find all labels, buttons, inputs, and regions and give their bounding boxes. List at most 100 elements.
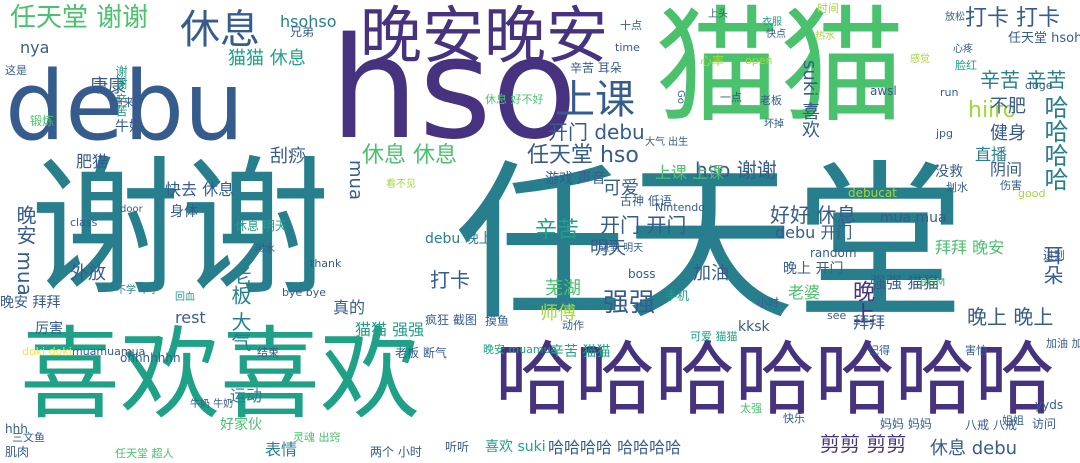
cloud-word: Go <box>675 90 686 104</box>
cloud-word: 身体 <box>170 204 198 220</box>
cloud-word: 强强 <box>603 288 656 318</box>
cloud-word: 八戒 八戒 <box>965 418 1017 432</box>
cloud-word: 加油 <box>693 263 729 284</box>
cloud-word: 两个 小时 <box>370 445 422 459</box>
cloud-word: jpg <box>936 127 954 140</box>
cloud-word: BGM <box>920 276 946 289</box>
cloud-word: debu 开门 <box>775 223 853 242</box>
cloud-word: doki doki <box>22 345 72 358</box>
cloud-word: 厉害 <box>35 321 63 337</box>
cloud-word: hso 谢谢 <box>695 158 777 182</box>
cloud-word: 小时 <box>757 296 779 309</box>
cloud-word: 这是 <box>5 64 27 77</box>
cloud-word: 访问 <box>1032 417 1057 431</box>
cloud-word: 上课 上课 <box>655 163 725 182</box>
cloud-word: 划水 <box>946 181 968 194</box>
cloud-word: 可爱 猫猫 <box>690 330 738 343</box>
cloud-word: 回血 <box>175 292 195 303</box>
cloud-word: 肌肉 <box>5 445 30 459</box>
cloud-word: 休息 好不好 <box>485 93 544 106</box>
cloud-word: 运动 <box>230 386 263 405</box>
cloud-word: 记得 <box>868 344 890 357</box>
cloud-word: 听听 <box>445 440 470 454</box>
cloud-word: 不肥 <box>990 96 1026 117</box>
cloud-word: 热水 <box>815 31 835 42</box>
cloud-word: debu <box>5 52 245 162</box>
cloud-word: 兄弟 <box>290 25 315 39</box>
cloud-word: 疯狂 截图 <box>425 313 477 327</box>
cloud-word: 三文鱼 <box>12 431 45 444</box>
cloud-word: 老板 大气 <box>228 265 252 352</box>
cloud-word: 直播 <box>975 145 1008 164</box>
cloud-word: 伤害 <box>1000 179 1022 192</box>
cloud-word: 休息 debu <box>930 438 1018 459</box>
cloud-word: 猫猫 强强 <box>355 320 425 339</box>
cloud-word: 耳朵 <box>1040 245 1064 285</box>
cloud-word: 放松 <box>945 12 965 23</box>
cloud-word: muamuamua <box>72 345 146 358</box>
cloud-word: 辛苦 猫猫 <box>550 344 611 360</box>
cloud-word: good <box>1018 187 1046 200</box>
cloud-word: 晚上 开门 <box>783 261 844 277</box>
cloud-word: 动作 <box>562 319 584 332</box>
cloud-word: see <box>827 309 847 322</box>
cloud-word: 哈哈哈哈 哈哈哈哈 <box>548 438 682 457</box>
cloud-word: 晚安 muamua <box>483 343 558 356</box>
cloud-word: 晚安 mua <box>13 205 37 296</box>
cloud-word: time <box>615 41 640 54</box>
cloud-word: 牛奶 牛奶 <box>190 399 234 410</box>
cloud-word: nya <box>20 38 50 57</box>
cloud-word: doge <box>1025 79 1053 92</box>
cloud-word: 姐姐 <box>1002 414 1024 427</box>
cloud-word: debucat <box>848 186 897 200</box>
cloud-word: random <box>810 246 857 260</box>
cloud-word: class <box>70 216 98 229</box>
cloud-word: 老婆 <box>788 283 821 302</box>
cloud-word: 晚安 拜拜 <box>0 295 61 311</box>
cloud-word: 康康 <box>90 76 126 97</box>
cloud-word: 打卡 打卡 <box>965 6 1060 31</box>
cloud-word: 辛苦 辛苦 <box>980 68 1067 92</box>
cloud-word: open <box>745 54 773 67</box>
cloud-word: 心率 <box>700 54 725 68</box>
cloud-word: 晚安晚安 <box>360 0 609 72</box>
cloud-word: 拜拜 晚安 <box>935 238 1005 257</box>
cloud-word: boss <box>628 267 656 281</box>
cloud-word: 游戏 声音 <box>545 171 606 187</box>
cloud-word: debu 晚上 <box>425 231 493 247</box>
cloud-word: thank <box>310 257 342 270</box>
cloud-word: 休息 明天 <box>235 219 287 233</box>
cloud-word: 进到 明天 <box>600 243 644 254</box>
cloud-word: 开门 debu <box>548 120 645 144</box>
cloud-word: 快点 <box>766 29 786 40</box>
cloud-word: 谢谢 <box>30 143 331 317</box>
cloud-word: 坏掉 <box>764 119 784 130</box>
cloud-word: 手机 <box>665 289 690 303</box>
cloud-word: 牛奶 <box>115 119 143 135</box>
cloud-word: 快乐 <box>783 412 805 425</box>
cloud-word: suki 喜欢 <box>799 60 820 138</box>
cloud-word: 猫猫 休息 <box>228 48 306 69</box>
cloud-word: 快去 休息 <box>165 180 235 199</box>
cloud-word: 大气 出生 <box>645 137 689 148</box>
cloud-word: 辛苦 耳朵 <box>570 61 622 75</box>
cloud-word: 感觉 <box>910 54 930 65</box>
cloud-word: yyds <box>1035 398 1064 412</box>
cloud-word: 衣服 <box>762 17 782 28</box>
cloud-word: mua mua <box>880 210 947 226</box>
cloud-word: 谢谢 辛苦 <box>114 65 128 117</box>
cloud-word: 锻炼 <box>30 114 55 128</box>
cloud-word: 任天堂 超人 <box>115 447 174 460</box>
cloud-word: 猫猫 <box>655 0 905 140</box>
cloud-word: bye bye <box>282 286 327 299</box>
cloud-word: 脸红 <box>955 59 977 72</box>
cloud-word: 哈哈哈哈哈哈哈 <box>495 333 1055 426</box>
cloud-word: 明天 <box>590 238 626 259</box>
cloud-word: 上课 <box>555 77 635 123</box>
cloud-word: 任天堂 hsohso <box>1008 31 1080 46</box>
cloud-word: 任天堂 谢谢 <box>10 3 149 33</box>
cloud-word: door <box>120 204 143 215</box>
cloud-word: hsohso <box>280 12 337 31</box>
cloud-word: 喜欢喜欢 <box>20 316 420 433</box>
